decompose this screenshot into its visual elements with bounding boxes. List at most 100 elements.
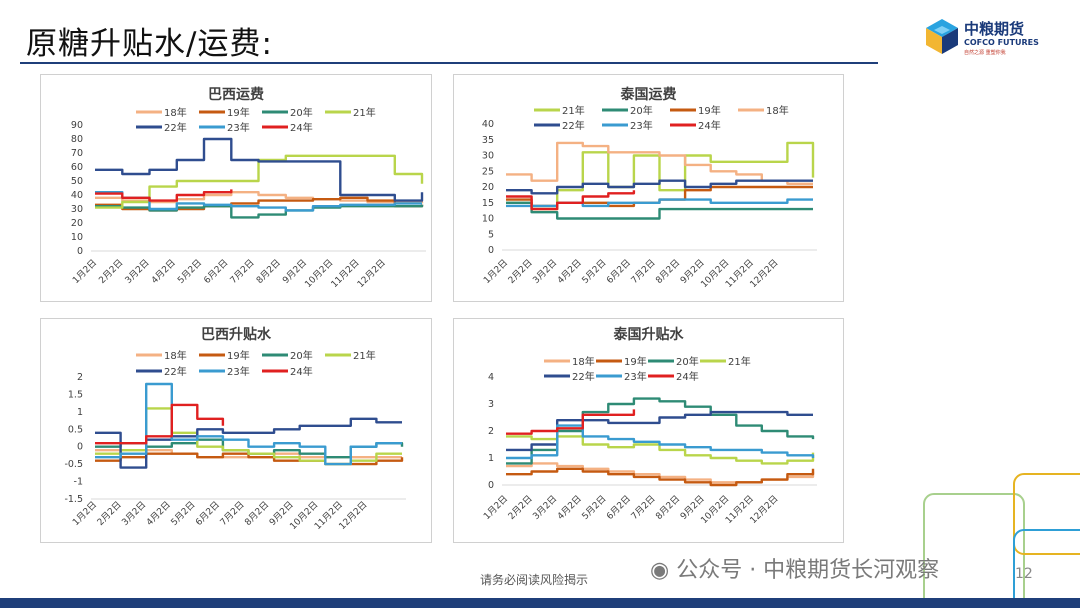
- brazil-premium-chart: 巴西升贴水 18年 19年 20年 21年 22年 23年 24年 -1.5 -1 -0.5 0 0.5…: [64, 326, 406, 532]
- legend-label: 19年: [698, 104, 721, 117]
- x-tick-label: 3月2日: [120, 499, 149, 528]
- x-tick-label: 4月2日: [555, 493, 584, 522]
- series-line: [95, 403, 225, 445]
- risk-disclaimer: 请务必阅读风险揭示: [480, 573, 589, 587]
- y-tick-label: 4: [488, 372, 494, 383]
- series-line: [95, 452, 404, 466]
- legend-label: 21年: [353, 349, 376, 362]
- x-tick-label: 2月2日: [506, 493, 535, 522]
- title-divider: [20, 62, 878, 64]
- legend-label: 18年: [572, 355, 595, 368]
- y-tick-label: 5: [488, 229, 494, 240]
- y-tick-label: 50: [71, 176, 83, 187]
- series-line: [506, 141, 813, 185]
- legend-label: 19年: [227, 106, 250, 119]
- x-tick-label: 6月2日: [202, 257, 231, 286]
- x-tick-label: 8月2日: [654, 257, 683, 286]
- x-tick-label: 8月2日: [243, 499, 272, 528]
- y-tick-label: 30: [71, 204, 83, 215]
- chart-title: 巴西升贴水: [201, 326, 272, 343]
- series-line: [506, 409, 636, 435]
- chart-title: 巴西运费: [208, 86, 264, 103]
- x-tick-label: 4月2日: [149, 257, 178, 286]
- x-tick-label: 3月2日: [123, 257, 152, 286]
- legend-label: 23年: [227, 121, 250, 134]
- legend-label: 24年: [290, 121, 313, 134]
- y-tick-label: 20: [71, 218, 83, 229]
- x-tick-label: 5月2日: [169, 499, 198, 528]
- x-tick-label: 2月2日: [97, 257, 126, 286]
- y-tick-label: 40: [71, 190, 83, 201]
- series-line: [506, 198, 813, 208]
- x-tick-label: 3月2日: [531, 493, 560, 522]
- legend-label: 23年: [227, 365, 250, 378]
- x-tick-label: 7月2日: [228, 257, 257, 286]
- legend-label: 21年: [562, 104, 585, 117]
- y-tick-label: 35: [482, 135, 494, 146]
- chart-title: 泰国运费: [620, 86, 677, 103]
- legend-label: 20年: [630, 104, 653, 117]
- series-line: [95, 382, 402, 466]
- x-tick-label: 6月2日: [604, 257, 633, 286]
- y-tick-label: 3: [488, 399, 494, 410]
- cube-logo-icon: [926, 19, 958, 54]
- series-line: [95, 137, 424, 202]
- y-tick-label: 2: [77, 372, 83, 383]
- page-number: 12: [1015, 566, 1033, 582]
- x-tick-label: 8月2日: [654, 493, 683, 522]
- chart-panel-brazil-freight: 巴西运费 18年 19年 20年 21年 22年 23年 24年 0 10 20 30 40 50 60 70…: [40, 74, 432, 302]
- legend-label: 20年: [290, 106, 313, 119]
- wechat-watermark: ◉ 公众号 · 中粮期货长河观察: [650, 552, 939, 584]
- decorative-frames: [923, 473, 1080, 603]
- x-tick-label: 4月2日: [144, 499, 173, 528]
- logo-slogan: 自然之源 重塑你我: [964, 50, 1006, 56]
- legend-label: 21年: [353, 106, 376, 119]
- chart-panel-thailand-freight: 泰国运费 21年 20年 19年 18年 22年 23年 24年 0 5 10 15 20 25 30 35 4…: [453, 74, 844, 302]
- y-tick-label: 70: [71, 148, 83, 159]
- logo-en-text: COFCO FUTURES: [964, 38, 1039, 47]
- y-tick-label: 90: [71, 120, 83, 131]
- x-tick-label: 2月2日: [95, 499, 124, 528]
- series-line: [95, 191, 422, 212]
- thailand-freight-chart: 泰国运费 21年 20年 19年 18年 22年 23年 24年 0 5 10 15 20 25 30 35 4…: [482, 86, 817, 290]
- x-tick-label: 7月2日: [218, 499, 247, 528]
- y-tick-label: 1: [488, 453, 494, 464]
- y-tick-label: 0: [488, 480, 494, 491]
- y-tick-label: -1: [74, 477, 83, 488]
- legend-label: 22年: [572, 370, 595, 383]
- y-tick-label: 0: [488, 245, 494, 256]
- legend-label: 24年: [698, 119, 721, 132]
- x-tick-label: 5月2日: [580, 493, 609, 522]
- thailand-premium-chart: 泰国升贴水 18年 19年 20年 21年 22年 23年 24年 0 1 2 3 4 1月2日2月2日3…: [482, 326, 817, 526]
- legend-label: 18年: [164, 349, 187, 362]
- legend-label: 22年: [164, 365, 187, 378]
- y-tick-label: 15: [482, 198, 494, 209]
- y-tick-label: 0: [77, 246, 83, 257]
- company-logo: 中粮期货 COFCO FUTURES 自然之源 重塑你我: [922, 16, 1062, 60]
- y-tick-label: 1.5: [68, 389, 83, 400]
- logo-cn-text: 中粮期货: [964, 20, 1025, 38]
- x-tick-label: 1月2日: [71, 257, 100, 286]
- legend-label: 20年: [290, 349, 313, 362]
- y-tick-label: -1.5: [64, 494, 83, 505]
- series-line: [95, 189, 233, 202]
- legend-label: 21年: [728, 355, 751, 368]
- legend-label: 18年: [766, 104, 789, 117]
- legend-label: 19年: [624, 355, 647, 368]
- y-tick-label: 20: [482, 182, 494, 193]
- legend-label: 18年: [164, 106, 187, 119]
- watermark-text: 公众号 · 中粮期货长河观察: [676, 558, 940, 583]
- x-tick-label: 12月2日: [355, 257, 388, 290]
- legend-label: 23年: [624, 370, 647, 383]
- x-tick-label: 1月2日: [482, 493, 511, 522]
- y-tick-label: 30: [482, 151, 494, 162]
- x-tick-label: 5月2日: [580, 257, 609, 286]
- page-title: 原糖升贴水/运费:: [26, 26, 273, 62]
- legend-label: 23年: [630, 119, 653, 132]
- y-tick-label: 2: [488, 426, 494, 437]
- y-tick-label: 0: [77, 442, 83, 453]
- x-tick-label: 6月2日: [604, 493, 633, 522]
- legend-label: 24年: [676, 370, 699, 383]
- chart-panel-thailand-premium: 泰国升贴水 18年 19年 20年 21年 22年 23年 24年 0 1 2 3 4 1月2日 2月2日 3…: [453, 318, 844, 543]
- legend-label: 22年: [164, 121, 187, 134]
